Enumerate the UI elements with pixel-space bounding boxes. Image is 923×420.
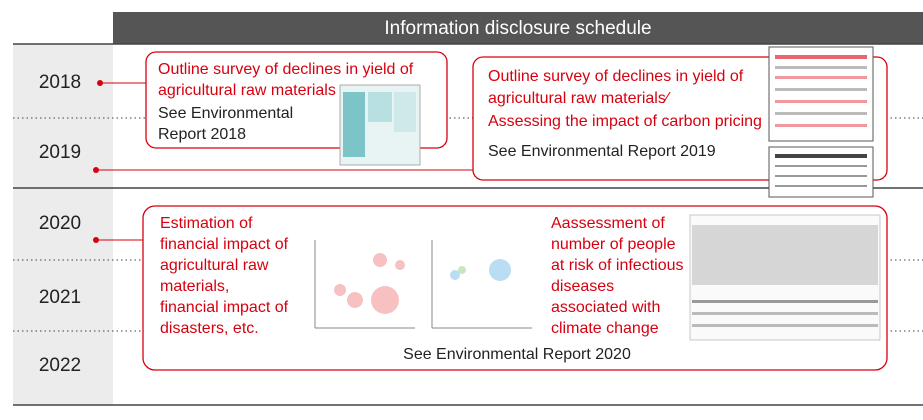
- year: 2022: [39, 355, 81, 376]
- item-description: Aassessment of: [551, 215, 665, 232]
- header-title: Information disclosure schedule: [384, 18, 651, 39]
- item-description: diseases: [551, 278, 614, 295]
- item-description: associated with: [551, 299, 660, 316]
- year: 2021: [39, 287, 81, 308]
- item-reference: See Environmental: [158, 105, 293, 122]
- item-title: Outline survey of declines in yield of: [158, 61, 414, 78]
- year-column: [13, 44, 113, 405]
- header-bar: [113, 12, 923, 44]
- item-description: financial impact of: [160, 299, 289, 316]
- item-description: climate change: [551, 320, 659, 337]
- chart-thumbnail: [422, 214, 537, 340]
- item-description: financial impact of: [160, 236, 289, 253]
- item-reference: See Environmental Report 2020: [403, 346, 631, 363]
- year: 2019: [39, 142, 81, 163]
- item-reference: See Environmental Report 2019: [488, 143, 716, 160]
- item-description: agricultural raw: [160, 257, 269, 274]
- year: 2020: [39, 213, 81, 234]
- item-title: agricultural raw materials∕: [488, 90, 671, 107]
- item-description: materials,: [160, 278, 229, 295]
- table-thumbnail: [689, 214, 881, 341]
- report-thumbnail: [768, 146, 874, 198]
- item-title: Assessing the impact of carbon pricing: [488, 113, 762, 130]
- item-description: at risk of infectious: [551, 257, 684, 274]
- item-reference: Report 2018: [158, 126, 246, 143]
- report-thumbnail: [768, 46, 874, 142]
- item-title: agricultural raw materials: [158, 82, 336, 99]
- report-thumbnail: [339, 84, 421, 166]
- year: 2018: [39, 72, 81, 93]
- item-description: disasters, etc.: [160, 320, 259, 337]
- item-description: Estimation of: [160, 215, 253, 232]
- item-description: number of people: [551, 236, 676, 253]
- chart-thumbnail: [297, 214, 420, 340]
- item-title: Outline survey of declines in yield of: [488, 68, 744, 85]
